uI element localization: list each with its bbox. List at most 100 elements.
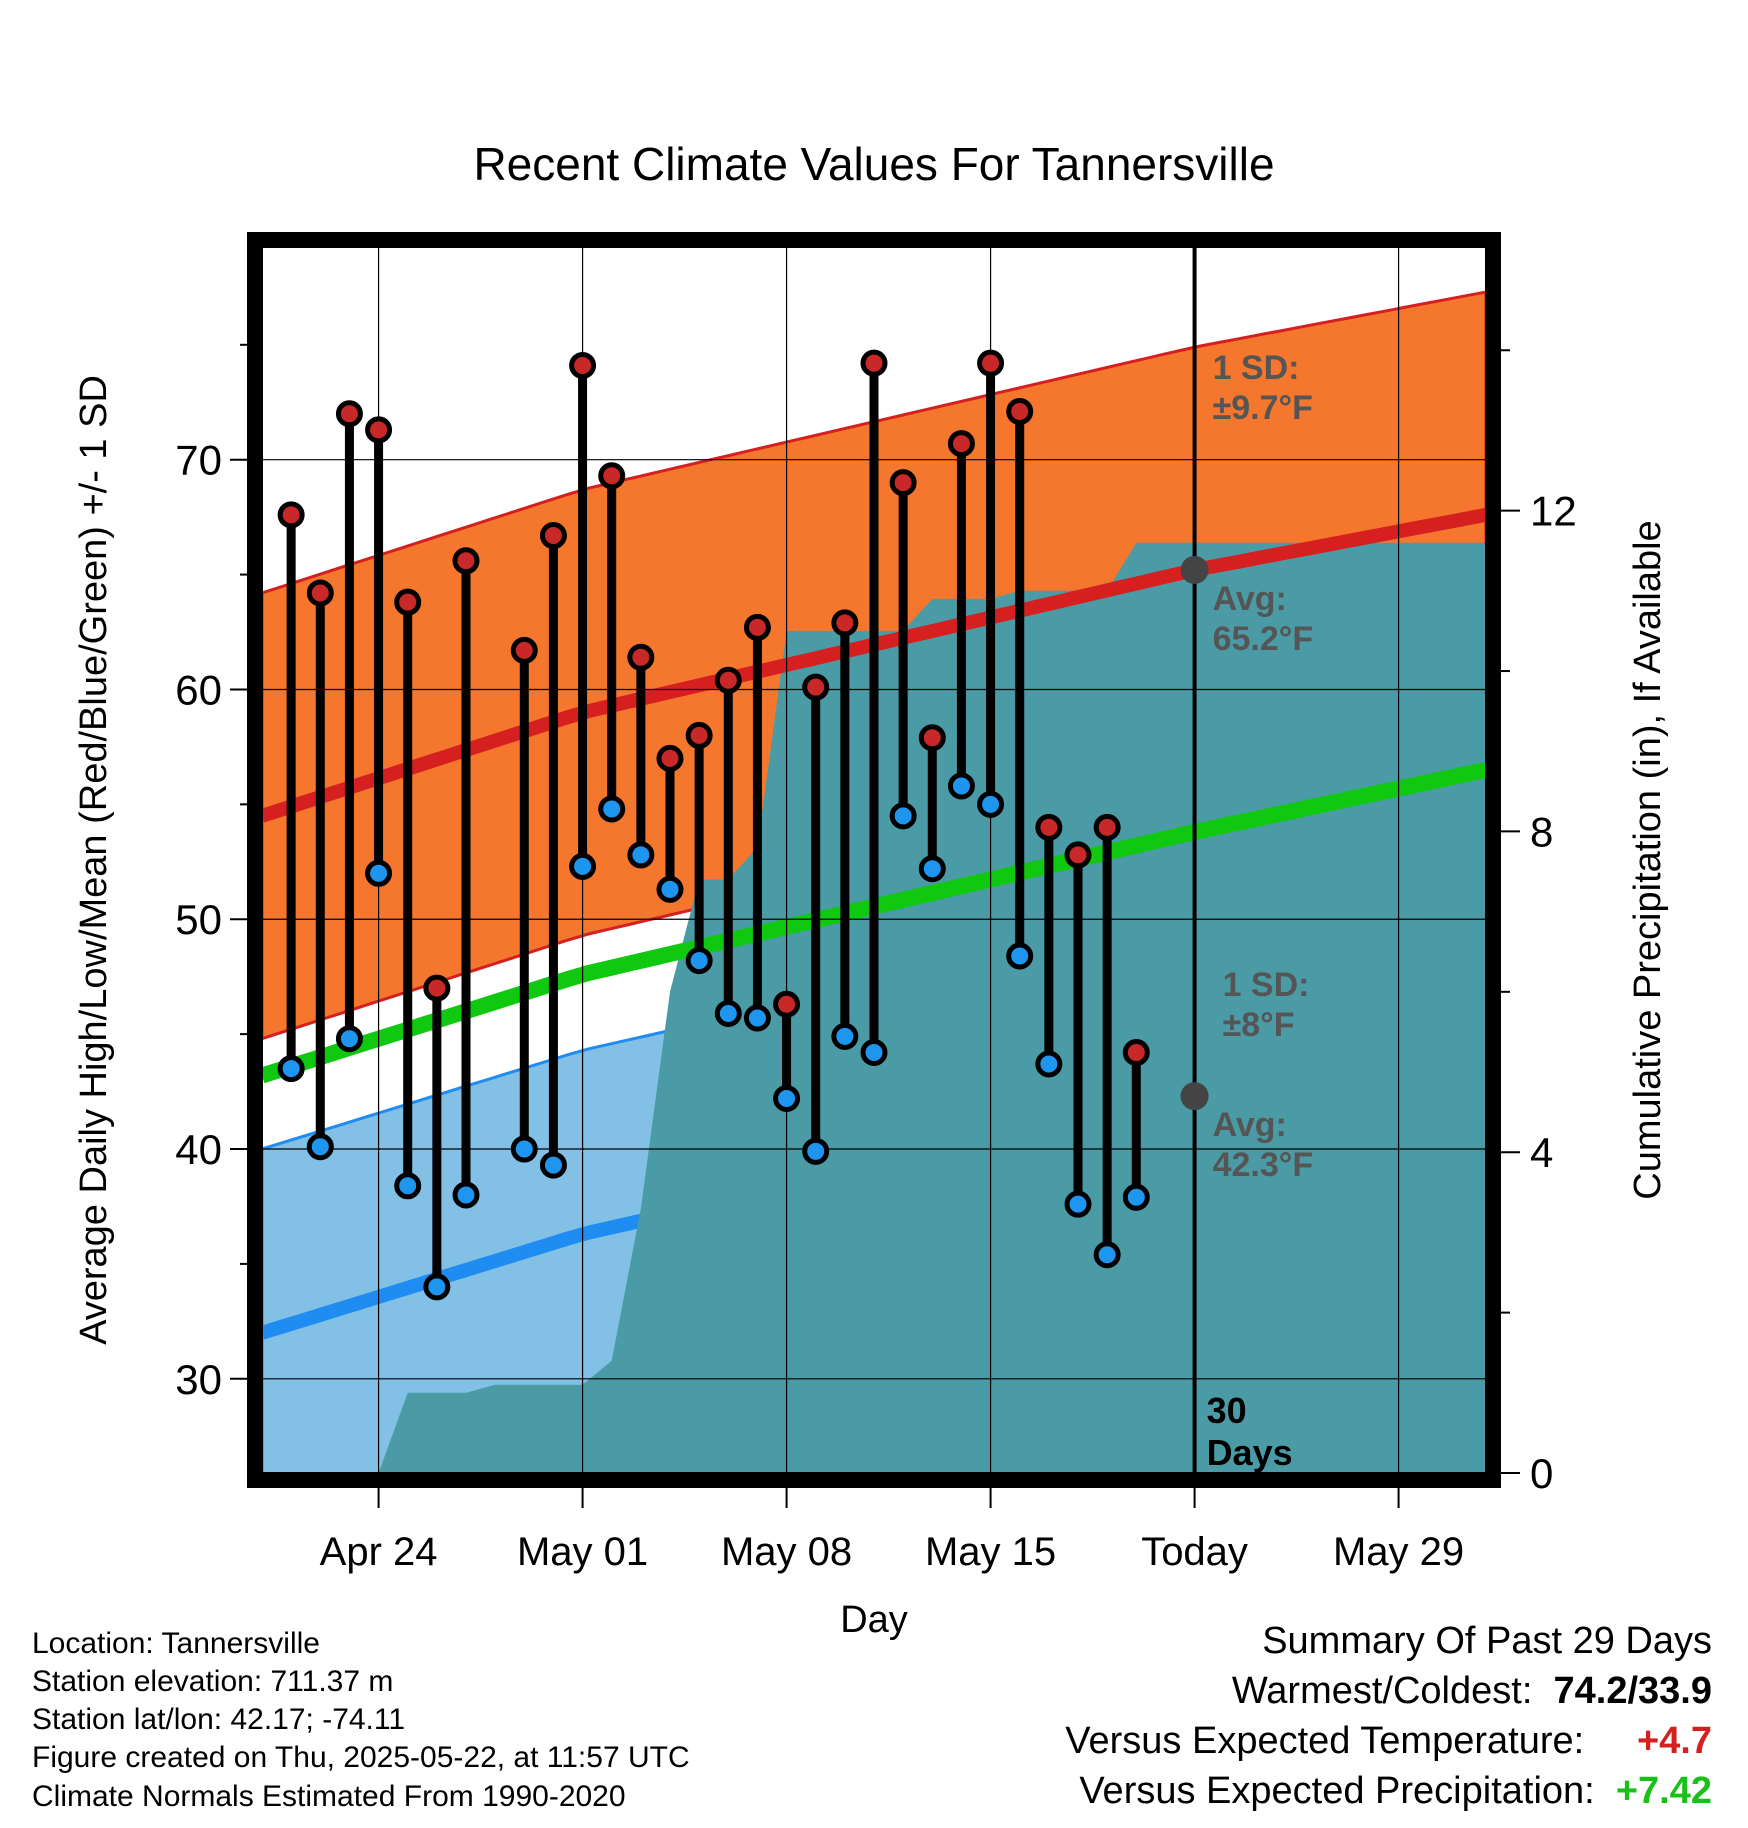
daily-high-point <box>831 609 859 637</box>
daily-high-point <box>394 588 422 616</box>
daily-low-point <box>627 841 655 869</box>
daily-low-point <box>598 795 626 823</box>
daily-low-point <box>365 859 393 887</box>
daily-high-point <box>1093 813 1121 841</box>
daily-high-point <box>1064 841 1092 869</box>
summary-temp-label: Versus Expected Temperature: <box>1065 1720 1585 1762</box>
today-days-label: Days <box>1207 1432 1293 1473</box>
daily-low-point <box>306 1133 334 1161</box>
daily-high-point <box>510 636 538 664</box>
daily-low-point <box>860 1039 888 1067</box>
daily-low-point <box>918 855 946 883</box>
daily-low-point <box>685 947 713 975</box>
daily-high-point <box>598 462 626 490</box>
daily-high-point <box>918 724 946 752</box>
daily-high-point <box>306 579 334 607</box>
y2-tick-label: 12 <box>1530 488 1577 535</box>
daily-low-point <box>714 999 742 1027</box>
high-sd-label: 1 SD: <box>1213 349 1300 387</box>
daily-high-point <box>452 547 480 575</box>
daily-high-point <box>423 974 451 1002</box>
today-high-avg-point <box>1180 555 1209 584</box>
y-tick-label: 40 <box>175 1126 222 1173</box>
daily-high-point <box>1122 1039 1150 1067</box>
daily-high-point <box>889 469 917 497</box>
daily-low-point <box>335 1025 363 1053</box>
daily-high-point <box>977 349 1005 377</box>
y2-tick-label: 0 <box>1530 1450 1553 1497</box>
daily-low-point <box>1064 1190 1092 1218</box>
daily-high-point <box>743 613 771 641</box>
daily-low-point <box>1006 942 1034 970</box>
daily-low-point <box>743 1004 771 1032</box>
daily-high-point <box>627 643 655 671</box>
low-avg-value: 42.3°F <box>1213 1146 1314 1184</box>
footer-elevation: Station elevation: 711.37 m <box>32 1665 394 1698</box>
daily-low-point <box>947 772 975 800</box>
daily-high-point <box>802 673 830 701</box>
summary-warm-cold-label: Warmest/Coldest: <box>1231 1670 1533 1712</box>
y-tick-label: 30 <box>175 1356 222 1403</box>
daily-low-point <box>802 1137 830 1165</box>
x-tick-label: May 29 <box>1333 1530 1464 1574</box>
y2-tick-label: 4 <box>1530 1129 1553 1176</box>
x-tick-label: Apr 24 <box>320 1530 438 1574</box>
summary-title: Summary Of Past 29 Days <box>1262 1620 1712 1662</box>
daily-high-point <box>947 430 975 458</box>
x-tick-label: Today <box>1141 1530 1248 1574</box>
daily-low-point <box>569 852 597 880</box>
daily-high-point <box>1035 813 1063 841</box>
daily-low-point <box>277 1055 305 1083</box>
daily-low-point <box>510 1135 538 1163</box>
daily-low-point <box>831 1022 859 1050</box>
chart-title: Recent Climate Values For Tannersville <box>473 138 1274 190</box>
y-tick-label: 60 <box>175 666 222 713</box>
daily-high-point <box>860 349 888 377</box>
x-tick-label: May 08 <box>721 1530 852 1574</box>
low-avg-label: Avg: <box>1213 1106 1287 1144</box>
y2-axis-label: Cumulative Precipitation (in), If Availa… <box>1627 520 1669 1199</box>
summary-precip-label: Versus Expected Precipitation: <box>1079 1770 1595 1812</box>
low-sd-label: 1 SD: <box>1223 966 1310 1004</box>
footer-normals: Climate Normals Estimated From 1990-2020 <box>32 1780 626 1813</box>
x-tick-label: May 01 <box>517 1530 648 1574</box>
y-tick-label: 50 <box>175 896 222 943</box>
daily-high-point <box>714 666 742 694</box>
daily-high-point <box>335 400 363 428</box>
footer-location: Location: Tannersville <box>32 1627 320 1660</box>
plot-frame <box>247 232 1501 1488</box>
daily-high-point <box>685 721 713 749</box>
daily-high-point <box>365 416 393 444</box>
y-axis-label: Average Daily High/Low/Mean (Red/Blue/Gr… <box>73 375 115 1345</box>
summary-precip-value: +7.42 <box>1615 1770 1712 1812</box>
summary-warm-cold: Warmest/Coldest: 74.2/33.9 <box>1232 1670 1712 1713</box>
y-tick-label: 70 <box>175 437 222 484</box>
daily-high-point <box>656 744 684 772</box>
summary-temp: Versus Expected Temperature: +4.7 <box>1065 1720 1712 1763</box>
low-sd-value: ±8°F <box>1223 1006 1295 1044</box>
daily-low-point <box>977 790 1005 818</box>
summary-temp-value: +4.7 <box>1636 1720 1712 1762</box>
daily-low-point <box>889 802 917 830</box>
high-sd-value: ±9.7°F <box>1213 389 1313 427</box>
summary-precip: Versus Expected Precipitation: +7.42 <box>1079 1770 1712 1813</box>
daily-low-point <box>1035 1050 1063 1078</box>
daily-low-point <box>394 1172 422 1200</box>
daily-low-point <box>773 1084 801 1112</box>
footer-created: Figure created on Thu, 2025-05-22, at 11… <box>32 1741 690 1774</box>
daily-high-point <box>1006 397 1034 425</box>
x-axis-label: Day <box>840 1599 908 1641</box>
daily-low-point <box>1093 1241 1121 1269</box>
high-avg-label: Avg: <box>1213 580 1287 618</box>
y2-tick-label: 8 <box>1530 808 1553 855</box>
daily-high-point <box>277 501 305 529</box>
daily-high-point <box>539 522 567 550</box>
today-low-avg-point <box>1180 1082 1209 1111</box>
daily-low-point <box>656 875 684 903</box>
today-days-label: 30 <box>1207 1390 1247 1431</box>
daily-low-point <box>1122 1183 1150 1211</box>
daily-high-point <box>569 351 597 379</box>
daily-low-point <box>452 1181 480 1209</box>
daily-high-point <box>773 990 801 1018</box>
